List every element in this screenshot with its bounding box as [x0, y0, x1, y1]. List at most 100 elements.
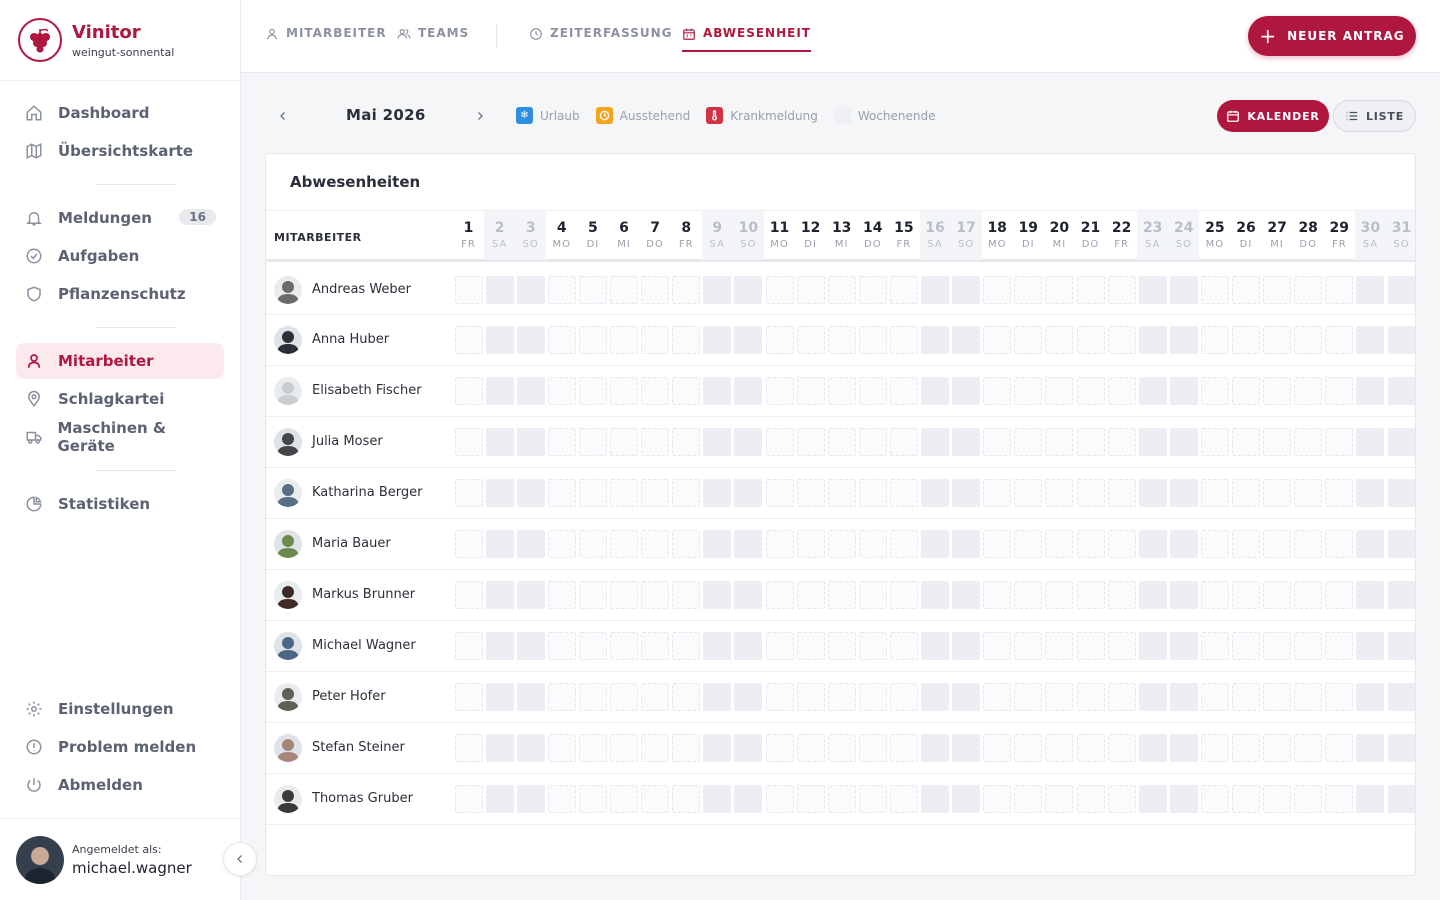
- day-cell[interactable]: [1200, 785, 1229, 813]
- sidebar-item-logout[interactable]: Abmelden: [16, 767, 224, 803]
- day-cell[interactable]: [796, 683, 825, 711]
- day-cell[interactable]: [889, 581, 918, 609]
- day-cell[interactable]: [547, 632, 576, 660]
- day-cell[interactable]: [641, 785, 670, 813]
- day-cell[interactable]: [1294, 683, 1323, 711]
- day-cell[interactable]: [485, 276, 514, 304]
- day-cell[interactable]: [1014, 479, 1043, 507]
- day-cell[interactable]: [641, 276, 670, 304]
- day-cell[interactable]: [1325, 734, 1354, 762]
- day-cell[interactable]: [1138, 734, 1167, 762]
- day-cell[interactable]: [765, 581, 794, 609]
- day-cell[interactable]: [610, 326, 638, 354]
- next-month-button[interactable]: [468, 104, 492, 128]
- day-cell[interactable]: [765, 326, 794, 354]
- day-cell[interactable]: [1325, 785, 1354, 813]
- calendar-view-button[interactable]: KALENDER: [1217, 100, 1329, 132]
- day-cell[interactable]: [1169, 326, 1198, 354]
- day-cell[interactable]: [454, 479, 483, 507]
- day-cell[interactable]: [1294, 734, 1323, 762]
- day-cell[interactable]: [796, 734, 825, 762]
- day-cell[interactable]: [672, 377, 701, 405]
- day-cell[interactable]: [889, 530, 918, 558]
- day-cell[interactable]: [1045, 377, 1074, 405]
- day-cell[interactable]: [703, 530, 732, 558]
- day-cell[interactable]: [485, 632, 514, 660]
- day-cell[interactable]: [1045, 683, 1074, 711]
- day-cell[interactable]: [1138, 632, 1167, 660]
- day-cell[interactable]: [827, 428, 856, 456]
- day-cell[interactable]: [1294, 428, 1323, 456]
- day-cell[interactable]: [454, 326, 483, 354]
- day-cell[interactable]: [1356, 785, 1385, 813]
- day-cell[interactable]: [1294, 632, 1323, 660]
- day-cell[interactable]: [1232, 683, 1260, 711]
- day-cell[interactable]: [921, 581, 949, 609]
- day-cell[interactable]: [1232, 530, 1260, 558]
- day-cell[interactable]: [1263, 785, 1292, 813]
- day-cell[interactable]: [983, 530, 1012, 558]
- day-cell[interactable]: [1107, 683, 1136, 711]
- day-cell[interactable]: [1014, 276, 1043, 304]
- day-cell[interactable]: [1138, 428, 1167, 456]
- day-cell[interactable]: [921, 276, 949, 304]
- day-cell[interactable]: [1387, 479, 1415, 507]
- employee-name[interactable]: Katharina Berger: [312, 485, 423, 500]
- day-cell[interactable]: [796, 530, 825, 558]
- day-cell[interactable]: [827, 734, 856, 762]
- day-cell[interactable]: [796, 276, 825, 304]
- day-cell[interactable]: [889, 785, 918, 813]
- day-cell[interactable]: [1325, 581, 1354, 609]
- day-cell[interactable]: [1107, 428, 1136, 456]
- sidebar-item-dashboard[interactable]: Dashboard: [16, 95, 224, 131]
- employee-name[interactable]: Andreas Weber: [312, 282, 411, 297]
- day-cell[interactable]: [703, 479, 732, 507]
- day-cell[interactable]: [610, 530, 638, 558]
- day-cell[interactable]: [765, 785, 794, 813]
- day-cell[interactable]: [1014, 683, 1043, 711]
- day-cell[interactable]: [1263, 428, 1292, 456]
- day-cell[interactable]: [516, 581, 545, 609]
- employee-name[interactable]: Thomas Gruber: [312, 791, 413, 806]
- day-cell[interactable]: [1014, 581, 1043, 609]
- day-cell[interactable]: [734, 581, 763, 609]
- day-cell[interactable]: [858, 632, 887, 660]
- day-cell[interactable]: [516, 479, 545, 507]
- day-cell[interactable]: [889, 683, 918, 711]
- day-cell[interactable]: [983, 734, 1012, 762]
- day-cell[interactable]: [672, 276, 701, 304]
- day-cell[interactable]: [454, 734, 483, 762]
- day-cell[interactable]: [1014, 377, 1043, 405]
- day-cell[interactable]: [1200, 479, 1229, 507]
- day-cell[interactable]: [641, 428, 670, 456]
- day-cell[interactable]: [734, 479, 763, 507]
- day-cell[interactable]: [1325, 683, 1354, 711]
- day-cell[interactable]: [1356, 479, 1385, 507]
- day-cell[interactable]: [1263, 683, 1292, 711]
- day-cell[interactable]: [1325, 276, 1354, 304]
- day-cell[interactable]: [1200, 632, 1229, 660]
- day-cell[interactable]: [1325, 326, 1354, 354]
- day-cell[interactable]: [1294, 785, 1323, 813]
- day-cell[interactable]: [796, 632, 825, 660]
- day-cell[interactable]: [1169, 785, 1198, 813]
- sidebar-item-tasks[interactable]: Aufgaben: [16, 238, 224, 274]
- day-cell[interactable]: [983, 683, 1012, 711]
- sidebar-item-employees[interactable]: Mitarbeiter: [16, 343, 224, 379]
- day-cell[interactable]: [1169, 581, 1198, 609]
- sidebar-item-machines[interactable]: Maschinen & Geräte: [16, 419, 224, 455]
- day-cell[interactable]: [889, 479, 918, 507]
- employee-name[interactable]: Michael Wagner: [312, 638, 416, 653]
- day-cell[interactable]: [1263, 734, 1292, 762]
- day-cell[interactable]: [547, 377, 576, 405]
- sidebar-item-overview-map[interactable]: Übersichtskarte: [16, 133, 224, 169]
- day-cell[interactable]: [1107, 276, 1136, 304]
- day-cell[interactable]: [1200, 377, 1229, 405]
- day-cell[interactable]: [1387, 276, 1415, 304]
- day-cell[interactable]: [516, 326, 545, 354]
- sidebar-item-report-problem[interactable]: Problem melden: [16, 729, 224, 765]
- day-cell[interactable]: [765, 276, 794, 304]
- day-cell[interactable]: [858, 428, 887, 456]
- tab-teams[interactable]: TEAMS: [397, 26, 469, 52]
- day-cell[interactable]: [672, 581, 701, 609]
